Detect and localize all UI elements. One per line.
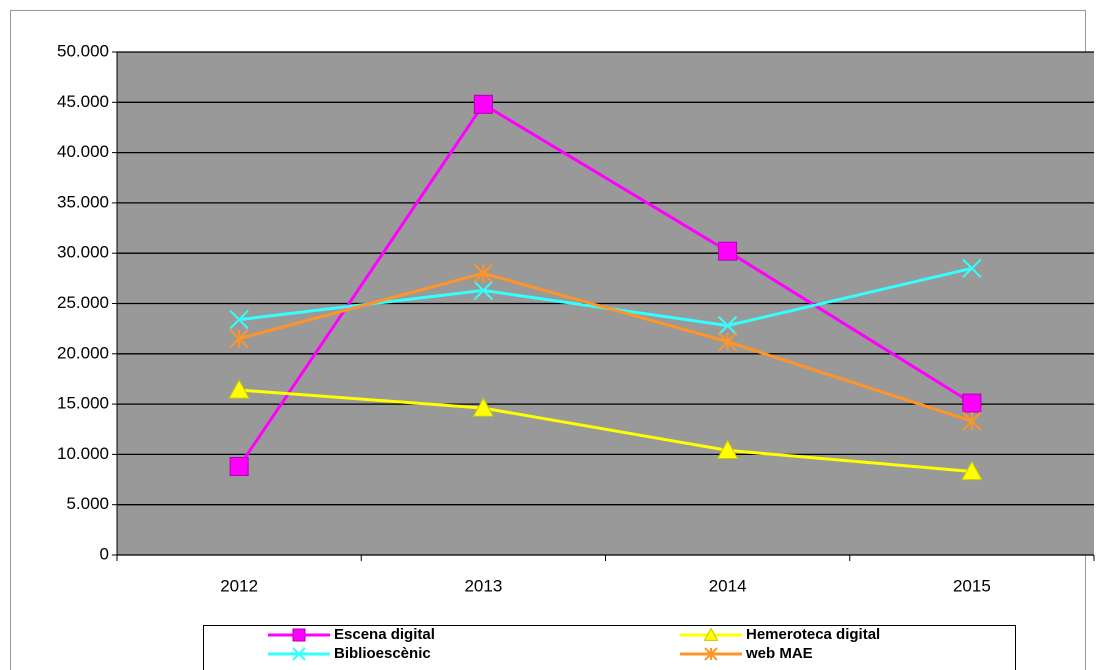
- legend-box: [203, 625, 1016, 670]
- y-tick-label: 25.000: [57, 293, 109, 312]
- x-tick-label: 2014: [709, 576, 747, 595]
- marker: [292, 628, 306, 642]
- marker: [717, 315, 738, 336]
- y-tick-label: 30.000: [57, 243, 109, 262]
- marker: [962, 411, 982, 431]
- marker: [229, 456, 249, 476]
- marker: [472, 397, 495, 417]
- marker: [961, 460, 983, 481]
- marker: [962, 258, 982, 278]
- legend: Escena digital Hemeroteca digital Biblioes…: [203, 625, 1016, 670]
- y-tick-label: 50.000: [57, 41, 109, 60]
- marker: [473, 280, 494, 301]
- marker: [229, 329, 249, 349]
- marker: [716, 439, 739, 459]
- marker: [704, 647, 718, 661]
- series-line: [239, 388, 973, 473]
- marker: [718, 241, 738, 261]
- series-line: [237, 102, 973, 468]
- x-tick-label: 2012: [220, 576, 258, 595]
- y-tick-label: 5.000: [66, 494, 109, 513]
- x-tick-label: 2015: [953, 576, 991, 595]
- legend-label: Hemeroteca digital: [746, 626, 880, 643]
- y-tick-label: 35.000: [57, 192, 109, 211]
- marker: [228, 379, 250, 399]
- marker: [703, 627, 719, 641]
- marker: [473, 94, 493, 114]
- legend-label: web MAE: [745, 645, 813, 662]
- marker: [717, 332, 738, 352]
- legend-label: Biblioescènic: [334, 645, 431, 662]
- y-tick-label: 10.000: [57, 444, 109, 463]
- y-tick-label: 15.000: [57, 394, 109, 413]
- marker: [962, 393, 982, 413]
- legend-label: Escena digital: [334, 626, 435, 643]
- y-tick-label: 20.000: [57, 343, 109, 362]
- marker: [229, 309, 249, 330]
- marker: [473, 263, 494, 284]
- marker: [292, 647, 306, 661]
- series-line: [238, 271, 973, 423]
- y-tick-label: 0: [100, 544, 109, 563]
- y-tick-label: 40.000: [57, 142, 109, 161]
- y-tick-label: 45.000: [57, 92, 109, 111]
- x-tick-label: 2013: [464, 576, 502, 595]
